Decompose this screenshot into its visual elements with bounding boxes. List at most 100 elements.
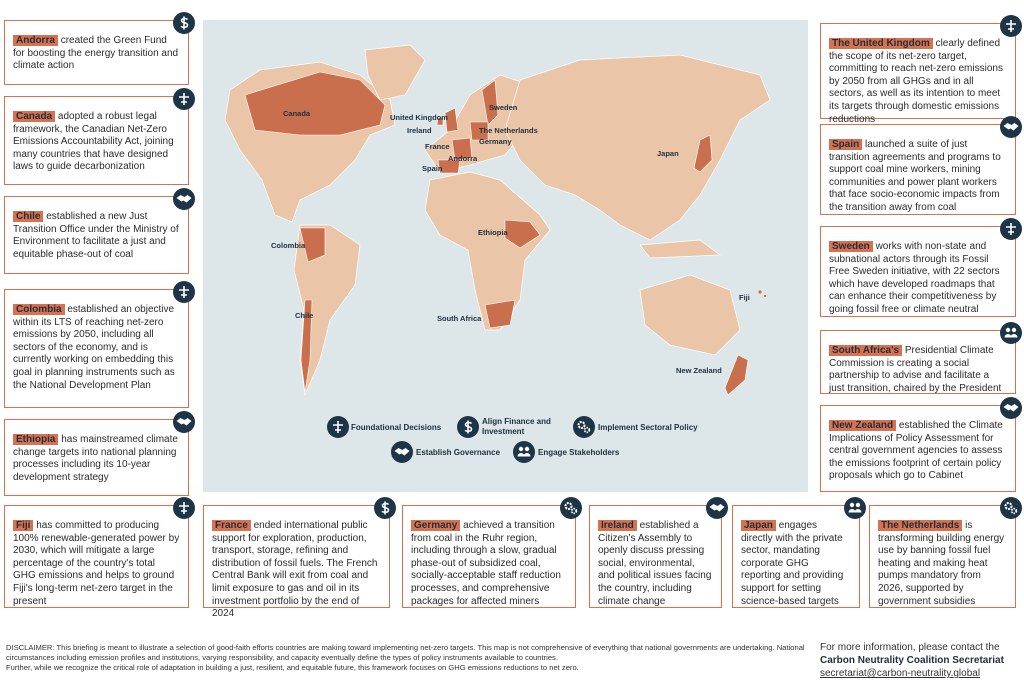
- shape: [436, 116, 444, 126]
- country: Chile: [13, 211, 44, 222]
- icon: [1000, 322, 1022, 344]
- icon-graphic: [1000, 497, 1022, 519]
- icon: [560, 497, 582, 519]
- card-text: New Zealand established the Climate Impl…: [829, 420, 1007, 483]
- map-label: Colombia: [271, 241, 306, 250]
- card-text: Chile established a new Just Transition …: [13, 211, 180, 261]
- policy-card: South Africa's Presidential Climate Comm…: [820, 322, 1022, 395]
- shape: [757, 289, 763, 295]
- contact-email[interactable]: secretariat@carbon-neutrality.global: [820, 668, 981, 679]
- icon-graphic: [1000, 322, 1022, 344]
- shape: [763, 294, 767, 298]
- icon-graphic: [173, 188, 195, 210]
- description: established a Citizen's Assembly to open…: [598, 520, 712, 607]
- shape: [639, 274, 741, 356]
- policy-card: Canada adopted a robust legal framework,…: [4, 88, 195, 185]
- legend-icon: [326, 415, 350, 439]
- country: Ireland: [598, 520, 637, 531]
- description: launched a suite of just transition agre…: [829, 139, 1001, 213]
- policy-card: Ethiopia has mainstreamed climate change…: [4, 411, 195, 496]
- card-text: Andorra created the Green Fund for boost…: [13, 35, 180, 73]
- description: established an objective within its LTS …: [13, 304, 175, 391]
- country: Canada: [13, 111, 56, 122]
- policy-card: Fiji has committed to producing 100% ren…: [4, 497, 195, 608]
- icon: [173, 188, 195, 210]
- country: Ethiopia: [13, 434, 59, 445]
- map-label: The Netherlands: [479, 126, 538, 135]
- description: is transforming building energy use by b…: [878, 520, 1005, 607]
- icon: [1000, 15, 1022, 37]
- icon-graphic: [173, 281, 195, 303]
- icon: [1000, 116, 1022, 138]
- shape: [444, 107, 459, 133]
- icon: [173, 12, 195, 34]
- icon: [1000, 497, 1022, 519]
- shape: [437, 159, 461, 174]
- map-label: Andorra: [448, 154, 478, 163]
- map-label: New Zealand: [676, 366, 722, 375]
- shape: [693, 134, 713, 173]
- contact-intro: For more information, please contact the: [820, 642, 1000, 653]
- map-label: Japan: [657, 149, 679, 158]
- legend: Foundational Decisions Align Finance and…: [326, 415, 698, 463]
- country: France: [212, 520, 251, 531]
- icon: [1000, 397, 1022, 419]
- country: South Africa's: [829, 345, 903, 356]
- country: The United Kingdom: [829, 38, 933, 49]
- map-label: Ethiopia: [478, 228, 508, 237]
- icon-graphic: [173, 12, 195, 34]
- icon-graphic: [560, 497, 582, 519]
- legend-label: Foundational Decisions: [351, 423, 442, 432]
- icon: [173, 497, 195, 519]
- icon-graphic: [173, 411, 195, 433]
- icon: [1000, 218, 1022, 240]
- card-text: Fiji has committed to producing 100% ren…: [13, 520, 180, 608]
- map-label: Ireland: [407, 126, 432, 135]
- legend-icon: [513, 441, 535, 463]
- description: has mainstreamed climate change targets …: [13, 434, 178, 483]
- shape: [469, 121, 489, 141]
- card-text: Colombia established an objective within…: [13, 304, 180, 392]
- map-label: Spain: [422, 164, 443, 173]
- shape: [299, 227, 326, 263]
- description: adopted a robust legal framework, the Ca…: [13, 111, 174, 173]
- country: New Zealand: [829, 420, 897, 431]
- map-label: Sweden: [489, 103, 518, 112]
- map-label: Germany: [479, 137, 512, 146]
- shape: [364, 44, 426, 101]
- policy-card: Ireland established a Citizen's Assembly…: [589, 497, 728, 608]
- card-text: South Africa's Presidential Climate Comm…: [829, 345, 1007, 395]
- shape: [484, 299, 516, 329]
- icon-graphic: [706, 497, 728, 519]
- shape: [504, 54, 771, 241]
- card-text: The Netherlands is transforming building…: [878, 520, 1007, 608]
- country: Japan: [741, 520, 776, 531]
- icon: [844, 497, 866, 519]
- card-text: France ended international public suppor…: [212, 520, 381, 621]
- icon: [706, 497, 728, 519]
- icon-graphic: [173, 88, 195, 110]
- card-text: Spain launched a suite of just transitio…: [829, 139, 1007, 215]
- icon-graphic: [844, 497, 866, 519]
- legend-label: Establish Governance: [416, 448, 501, 457]
- country: The Netherlands: [878, 520, 963, 531]
- disclaimer: DISCLAIMER: This briefing is meant to il…: [6, 643, 806, 673]
- disclaimer-text: This briefing is meant to illustrate a s…: [6, 643, 805, 662]
- icon: [173, 88, 195, 110]
- description: created the Green Fund for boosting the …: [13, 35, 179, 72]
- highlighted-countries: [244, 71, 767, 396]
- map-label: France: [425, 142, 450, 151]
- card-text: Ireland established a Citizen's Assembly…: [598, 520, 713, 608]
- icon-graphic: [374, 497, 396, 519]
- shape: [504, 219, 541, 249]
- description: clearly defined the scope of its net-zer…: [829, 38, 1003, 125]
- shape: [639, 239, 721, 259]
- map-label: Chile: [295, 311, 313, 320]
- policy-card: Germany achieved a transition from coal …: [402, 497, 582, 608]
- card-text: Germany achieved a transition from coal …: [411, 520, 567, 608]
- shape: [300, 299, 313, 393]
- contact: For more information, please contact the…: [820, 641, 1004, 680]
- legend-label: Implement Sectoral Policy: [598, 423, 698, 432]
